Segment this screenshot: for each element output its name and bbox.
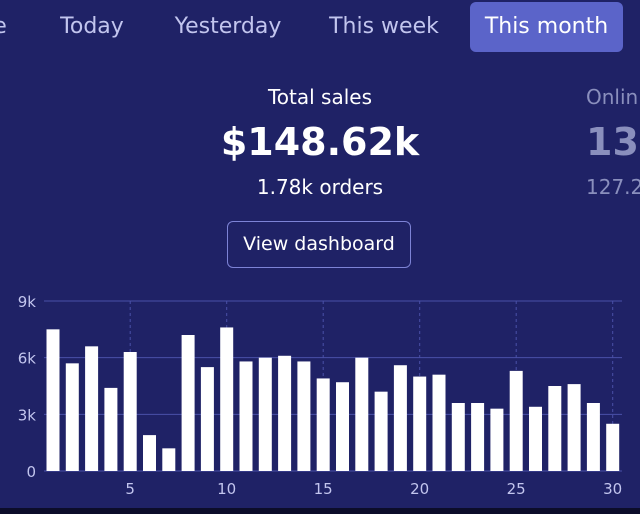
tab-this-week[interactable]: This week [329, 14, 439, 39]
bar [529, 406, 542, 471]
bar [200, 367, 214, 471]
bar [104, 387, 118, 471]
x-tick-label: 10 [217, 480, 236, 498]
bar [471, 403, 485, 471]
bar [336, 382, 349, 471]
bar [316, 378, 330, 471]
tab-today[interactable]: Today [60, 14, 124, 39]
bar [490, 408, 504, 471]
bottom-edge [0, 508, 640, 514]
x-tick-label: 30 [603, 480, 622, 498]
bar [162, 448, 176, 471]
bar [355, 357, 369, 471]
bar [432, 374, 446, 471]
bar [567, 384, 581, 471]
x-tick-label: 20 [410, 480, 429, 498]
y-tick-label: 3k [18, 406, 37, 424]
total-orders: 1.78k orders [256, 175, 384, 199]
view-dashboard-button[interactable]: View dashboard [227, 221, 411, 268]
tab-previous[interactable]: e [0, 2, 12, 52]
y-tick-label: 6k [18, 350, 37, 368]
bar [181, 335, 195, 471]
stat-online-value: 13 [586, 120, 639, 164]
y-tick-label: 9k [18, 293, 37, 311]
bar [586, 403, 600, 471]
bar [413, 376, 427, 471]
daily-sales-chart: 0 3k 6k 9k 5 10 15 20 25 30 [18, 293, 622, 498]
bar [509, 370, 523, 471]
x-tick-label: 5 [125, 480, 135, 498]
bar [46, 329, 60, 471]
bar [606, 423, 620, 471]
bar [451, 403, 465, 471]
tab-this-month[interactable]: This month [470, 2, 623, 52]
bar [374, 391, 388, 471]
total-sales-label: Total sales [267, 85, 373, 109]
bar [548, 386, 562, 471]
bar [239, 361, 253, 471]
bar [278, 355, 292, 471]
period-tabs: e Today Yesterday This week This month [0, 0, 640, 60]
bar [65, 363, 79, 471]
stat-online-label: Onlin [586, 85, 639, 109]
y-tick-label: 0 [26, 463, 36, 481]
tab-yesterday[interactable]: Yesterday [174, 14, 282, 39]
bar [143, 435, 156, 471]
stat-online: Onlin 13 127.2 [586, 82, 640, 202]
stat-total-sales: Total sales $148.62k 1.78k orders [160, 82, 480, 202]
bar [220, 327, 234, 471]
total-sales-value: $148.62k [220, 120, 420, 164]
bar [258, 357, 272, 471]
bar [85, 346, 99, 471]
bar [393, 365, 407, 471]
x-tick-label: 15 [314, 480, 333, 498]
stat-online-sub: 127.2 [586, 175, 640, 199]
bar [297, 361, 311, 471]
x-tick-label: 25 [507, 480, 526, 498]
bar [123, 352, 137, 471]
